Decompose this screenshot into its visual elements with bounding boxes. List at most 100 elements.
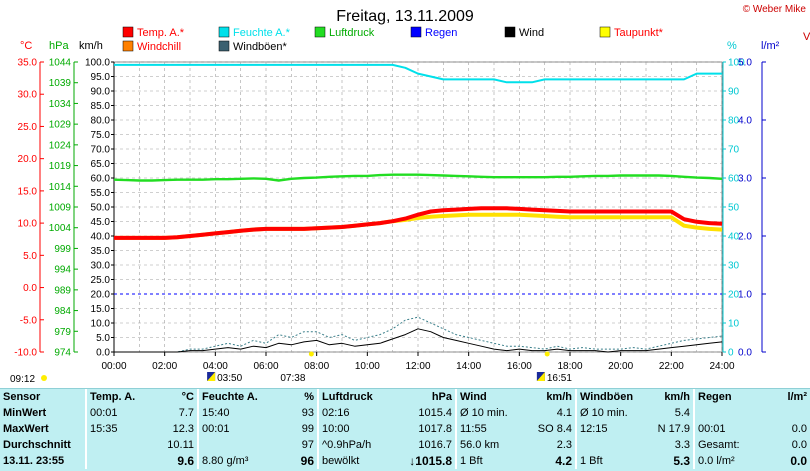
press-time: 02:16: [317, 405, 380, 421]
x-tick-label: 04:00: [203, 361, 228, 372]
rain-value: 0.0: [791, 423, 807, 435]
x-tick-label: 14:00: [456, 361, 481, 372]
x-tick-label: 02:00: [152, 361, 177, 372]
pressure-axis-label: 1014: [49, 182, 72, 193]
stats-header-temp: Temp. A.: [85, 389, 138, 405]
rain-desc: 00:01: [693, 421, 760, 437]
humidity-axis-label: 70: [728, 145, 740, 156]
moon-dot: [544, 351, 550, 357]
stats-header-gust-unit: km/h: [664, 391, 690, 403]
pressure-axis-label: 999: [54, 244, 71, 255]
series-luftdruck-line: [113, 173, 723, 182]
temp-axis-label: 5.0: [23, 251, 37, 262]
press-time: ^0.9hPa/h: [317, 437, 380, 453]
legend-label: Wind: [519, 27, 544, 39]
wind-max: 8.4: [556, 423, 572, 435]
stats-header-wind: Wind: [455, 389, 518, 405]
rain-desc: [693, 405, 760, 421]
hum-value: 99: [301, 423, 314, 435]
pressure-axis-label: 1039: [49, 78, 72, 89]
sun-markers: 09:12 03:50 16:51 07:38: [10, 351, 572, 385]
x-tick-label: 20:00: [608, 361, 633, 372]
legend-label: Regen: [425, 27, 457, 39]
wind-value: SO 8.4: [518, 421, 576, 437]
chart-title: Freitag, 13.11.2009: [336, 8, 474, 25]
humidity-axis-label: 100: [728, 58, 745, 69]
hum-time: 15:40: [197, 405, 270, 421]
sun-dot: [41, 375, 47, 381]
legend-swatch: [122, 26, 134, 38]
pressure-axis-label: 984: [54, 306, 71, 317]
press-value: 1017.8: [418, 423, 452, 435]
rain-axis-unit: l/m²: [761, 40, 780, 52]
humidity-axis-label: 60: [728, 174, 740, 185]
pressure-axis-label: 1044: [49, 58, 72, 69]
x-tick-label: 18:00: [557, 361, 582, 372]
stats-panel: Sensor Temp. A. °C Feuchte A. % Luftdruc…: [0, 388, 810, 471]
temp-axis-label: 30.0: [18, 90, 38, 101]
edge-label: V: [803, 31, 810, 43]
press-value: 1015.4: [418, 407, 452, 419]
humidity-axis-label: 20: [728, 290, 740, 301]
rain-value: 0.0: [790, 454, 807, 468]
stats-row-current: 13.11. 23:55 9.6 8.80 g/m³ 96 bewölkt ↓1…: [0, 453, 810, 469]
pressure-axis-label: 1009: [49, 203, 72, 214]
pressure-axis-label: 1029: [49, 120, 72, 131]
temp-time: [85, 453, 138, 469]
stats-header-row: Sensor Temp. A. °C Feuchte A. % Luftdruc…: [0, 389, 810, 405]
legend-swatch: [218, 40, 230, 52]
sunset-label: 16:51: [547, 373, 572, 384]
wind-axis-label: 95.0: [91, 72, 111, 83]
wind-value: 2.3: [556, 439, 572, 451]
rain-desc: 0.0 l/m²: [693, 453, 760, 469]
wind-axis-label: 20.0: [91, 290, 111, 301]
chart-series: [113, 63, 723, 353]
wind-dir: SO: [537, 423, 554, 435]
temp-value: 10.11: [167, 439, 194, 451]
temp-value: 9.6: [177, 454, 194, 468]
hum-value: 96: [300, 454, 314, 468]
humidity-axis-label: 50: [728, 203, 740, 214]
hum-value: 97: [301, 439, 314, 451]
legend-swatch: [122, 40, 134, 52]
x-tick-label: 00:00: [101, 361, 126, 372]
stats-row-min: MinWert 00:01 7.7 15:40 93 02:16 1015.4 …: [0, 405, 810, 421]
pressure-axis-label: 979: [54, 327, 71, 338]
legend-swatch: [218, 26, 230, 38]
row-label: MaxWert: [3, 423, 49, 435]
wind-axis-label: 90.0: [91, 87, 111, 98]
legend-label: Luftdruck: [329, 27, 375, 39]
rain-axis-label: 2.0: [738, 232, 752, 243]
rain-desc: Gesamt:: [693, 437, 760, 453]
stats-row-avg: Durchschnitt 10.11 97 ^0.9hPa/h 1016.7 5…: [0, 437, 810, 453]
gust-max: 17.9: [668, 423, 690, 435]
rain-axis-label: 4.0: [738, 116, 752, 127]
stats-header-sensor: Sensor: [3, 391, 41, 403]
wind-axis-label: 40.0: [91, 232, 111, 243]
humidity-axis-label: 40: [728, 232, 740, 243]
humidity-axis-unit: %: [727, 40, 737, 52]
temp-axis-label: 15.0: [18, 186, 38, 197]
temp-axis-label: 25.0: [18, 122, 38, 133]
pressure-axis-label: 1034: [49, 99, 72, 110]
row-label: 13.11. 23:55: [3, 455, 65, 467]
temp-value: 7.7: [178, 407, 194, 419]
legend-label: Windchill: [137, 41, 181, 53]
rain-axis-label: 3.0: [738, 174, 752, 185]
legend-label: Feuchte A.*: [233, 27, 291, 39]
stats-header-rain-unit: l/m²: [787, 391, 807, 403]
wind-desc: 56.0 km: [455, 437, 518, 453]
stats-header-rain: Regen: [693, 389, 760, 405]
temp-axis-unit: °C: [20, 40, 32, 52]
hum-value: 93: [301, 407, 314, 419]
series-temp-a-line: [114, 206, 723, 240]
series-windb-en-line: [114, 316, 723, 353]
wind-value: 4.1: [556, 407, 572, 419]
wind-value: 4.2: [555, 454, 572, 468]
humidity-axis-label: 30: [728, 261, 740, 272]
wind-axis-label: 45.0: [91, 217, 111, 228]
wind-desc: 11:55: [455, 421, 518, 437]
press-value: 1016.7: [418, 439, 452, 451]
x-tick-label: 08:00: [304, 361, 329, 372]
stats-header-hum-unit: %: [304, 391, 314, 403]
